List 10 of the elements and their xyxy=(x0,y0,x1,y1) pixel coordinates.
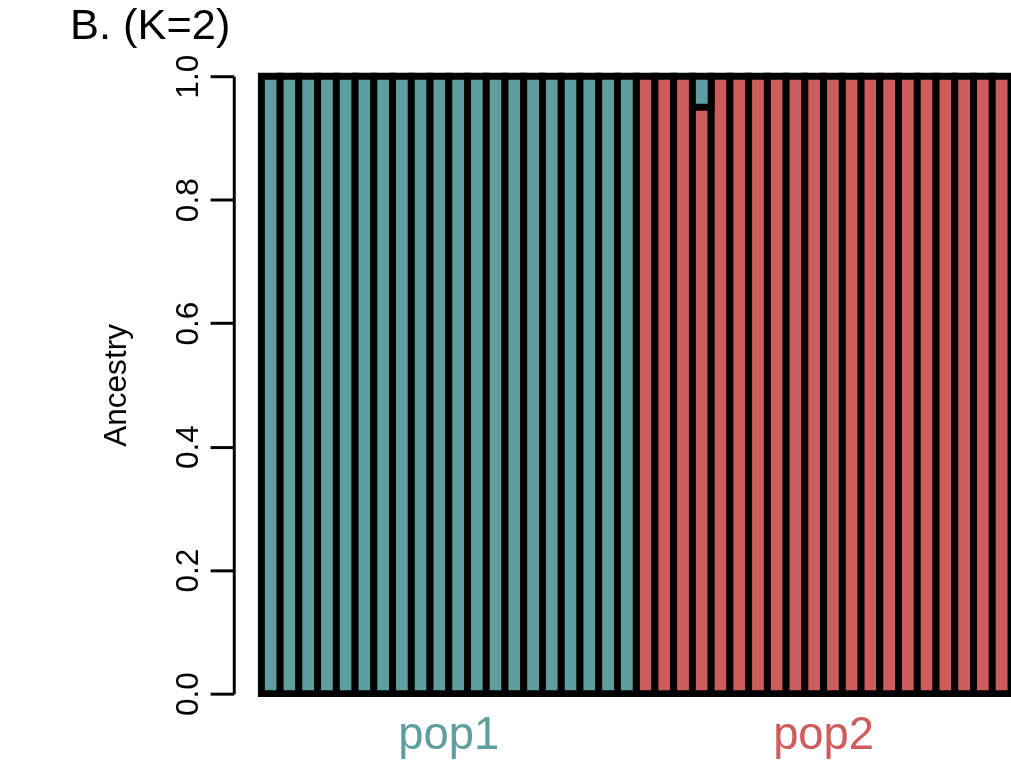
text: pop1 xyxy=(398,707,500,759)
chart-title: B. (K=2) xyxy=(70,0,231,49)
y-tick-label: 0.2 xyxy=(168,548,205,593)
y-axis-title: Ancestry xyxy=(96,323,133,447)
y-tick-label: 0.8 xyxy=(168,178,205,223)
y-tick-label: 1.0 xyxy=(168,54,205,99)
y-tick-label: 0.0 xyxy=(168,672,205,717)
y-tick-label: 0.4 xyxy=(168,425,205,470)
y-tick-label: 0.6 xyxy=(168,301,205,346)
text: pop2 xyxy=(773,707,875,759)
